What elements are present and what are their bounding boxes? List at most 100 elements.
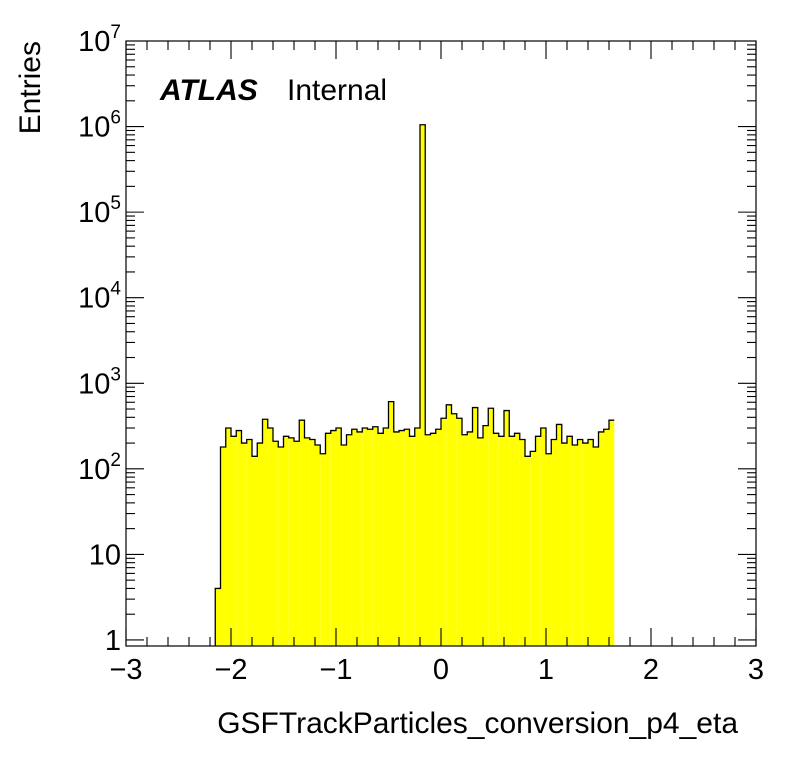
histogram-bar xyxy=(598,431,604,646)
x-tick-label: −3 xyxy=(109,654,142,686)
histogram-bar xyxy=(504,410,510,646)
histogram-bar xyxy=(509,436,515,646)
histogram-bar xyxy=(456,418,462,646)
histogram-bar xyxy=(320,453,326,646)
histogram-bar xyxy=(309,439,315,646)
histogram-bar xyxy=(420,124,426,646)
histogram-bar xyxy=(351,429,357,646)
x-axis-title: GSFTrackParticles_conversion_p4_eta xyxy=(217,707,738,740)
histogram-bar xyxy=(567,436,573,646)
histogram-bar xyxy=(378,433,384,646)
histogram-bar xyxy=(267,428,273,646)
histogram-bar xyxy=(288,437,294,646)
y-tick-labels: 1 10 102 103 104 105 106 107 xyxy=(78,22,121,657)
histogram-bar xyxy=(530,451,536,646)
y-tick-label: 104 xyxy=(78,279,121,315)
histogram-bar xyxy=(241,443,247,646)
histogram-bar xyxy=(488,408,494,646)
histogram-bar xyxy=(414,428,420,646)
histogram-bar xyxy=(546,453,552,646)
histogram-bar xyxy=(220,446,226,646)
histogram-bar xyxy=(446,404,452,646)
histogram-bar xyxy=(609,420,615,646)
histogram-bar xyxy=(236,430,242,646)
histogram-bar xyxy=(257,443,263,646)
histogram-bar xyxy=(467,431,473,646)
histogram-bar xyxy=(325,433,331,646)
histogram-bar xyxy=(283,436,289,646)
x-tick-label: 2 xyxy=(643,654,659,686)
histogram-bar xyxy=(315,444,321,646)
x-tick-label: 3 xyxy=(748,654,764,686)
histogram-bar xyxy=(582,443,588,646)
histogram-bar xyxy=(299,420,305,646)
x-tick-label: −2 xyxy=(214,654,247,686)
histogram-bar xyxy=(525,456,531,646)
atlas-label: ATLAS xyxy=(159,74,258,107)
x-tick-label: −1 xyxy=(319,654,352,686)
y-tick-label: 10 xyxy=(89,539,121,571)
histogram-bar xyxy=(372,426,378,646)
histogram-bar xyxy=(472,407,478,646)
histogram-bar xyxy=(294,441,300,646)
histogram-bar xyxy=(262,419,268,646)
histogram-bar xyxy=(441,418,447,646)
histogram-bar xyxy=(603,429,609,646)
histogram-bar xyxy=(593,446,599,646)
y-tick-label: 105 xyxy=(78,193,121,229)
histogram-bar xyxy=(278,446,284,646)
histogram-bar xyxy=(393,431,399,646)
histogram-bar xyxy=(577,439,583,646)
y-tick-label: 1 xyxy=(105,625,121,657)
histogram-bar xyxy=(399,430,405,646)
histogram-bar xyxy=(556,424,562,646)
y-axis-title: Entries xyxy=(14,41,47,134)
y-tick-label: 107 xyxy=(78,22,121,58)
histogram-bar xyxy=(273,441,279,646)
histogram-bar xyxy=(215,588,221,646)
histogram-bar xyxy=(225,428,231,646)
axis-ticks xyxy=(125,40,757,646)
histogram-outline xyxy=(214,124,615,646)
histogram-bar xyxy=(430,433,436,646)
histogram-bar xyxy=(477,437,483,646)
histogram-bar xyxy=(304,437,310,646)
histogram-bar xyxy=(561,443,567,646)
histogram-bar xyxy=(383,428,389,646)
y-tick-label: 106 xyxy=(78,108,121,144)
histogram-bar xyxy=(519,439,525,646)
x-tick-labels: −3 −2 −1 0 1 2 3 xyxy=(109,654,764,686)
x-tick-label: 1 xyxy=(538,654,554,686)
histogram-bar xyxy=(435,429,441,646)
histogram-bar xyxy=(425,434,431,646)
y-tick-label: 102 xyxy=(78,450,121,486)
histogram-bar xyxy=(246,439,252,646)
histogram-bar xyxy=(367,429,373,646)
histogram-bar xyxy=(462,434,468,646)
plot-frame xyxy=(125,40,757,647)
histogram-bar xyxy=(357,431,363,646)
histogram-bar xyxy=(540,428,546,646)
histogram-bar xyxy=(346,434,352,646)
histogram-bar xyxy=(498,436,504,646)
histogram-bar xyxy=(362,428,368,646)
y-tick-label: 103 xyxy=(78,364,121,400)
histogram-bar xyxy=(388,401,394,646)
internal-label: Internal xyxy=(287,74,387,107)
histogram-bar xyxy=(588,439,594,646)
x-tick-label: 0 xyxy=(433,654,449,686)
histogram-bar xyxy=(483,425,489,646)
histogram-bar xyxy=(493,433,499,646)
histogram-bar xyxy=(336,428,342,646)
histogram-bar xyxy=(252,456,258,646)
histogram-bar xyxy=(551,439,557,646)
histogram-bar xyxy=(535,436,541,646)
histogram-bar xyxy=(341,444,347,646)
histogram-bar xyxy=(409,436,415,646)
histogram-bar xyxy=(231,436,237,646)
histogram-bar xyxy=(572,444,578,646)
histogram-bars xyxy=(214,124,615,646)
histogram-bar xyxy=(404,429,410,646)
histogram-bar xyxy=(451,413,457,646)
